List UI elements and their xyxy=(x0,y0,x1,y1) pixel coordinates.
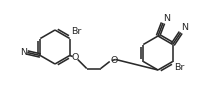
Text: O: O xyxy=(71,53,78,62)
Text: N: N xyxy=(20,48,27,57)
Text: Br: Br xyxy=(174,62,184,71)
Text: N: N xyxy=(181,23,188,32)
Text: N: N xyxy=(163,13,171,22)
Text: O: O xyxy=(110,56,117,65)
Text: Br: Br xyxy=(71,28,81,37)
